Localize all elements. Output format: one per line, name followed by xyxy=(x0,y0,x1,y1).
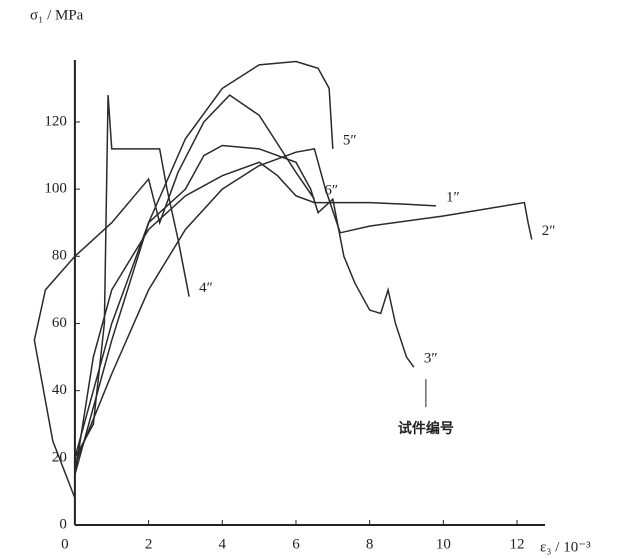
x-tick-label: 10 xyxy=(436,536,451,552)
series-label: 4″ xyxy=(199,280,213,296)
series-line xyxy=(74,147,533,465)
series-label: 6″ xyxy=(324,183,338,199)
annotation: 试件编号 xyxy=(398,420,454,437)
series-label: 5″ xyxy=(343,132,357,148)
y-tick-label: 40 xyxy=(52,382,67,398)
x-tick-label: 2 xyxy=(145,536,153,552)
y-tick-label: 0 xyxy=(59,516,67,532)
y-axis-label: σ₁ / MPa xyxy=(30,7,84,23)
x-tick-label: 8 xyxy=(366,536,374,552)
y-tick-label: 100 xyxy=(44,181,67,197)
x-axis-label: ε₃ / 10⁻³ xyxy=(540,539,591,555)
x-tick-label: 6 xyxy=(292,536,300,552)
y-tick-label: 60 xyxy=(52,315,67,331)
series-line xyxy=(74,161,437,475)
y-tick-label: 120 xyxy=(44,113,67,129)
series-label: 1″ xyxy=(446,189,460,205)
series-line xyxy=(74,95,190,459)
series-label: 2″ xyxy=(542,223,556,239)
x-tick-label: 0 xyxy=(61,536,69,552)
y-tick-label: 80 xyxy=(52,248,67,264)
series-line xyxy=(74,144,415,459)
series-label: 3″ xyxy=(424,351,438,367)
x-tick-label: 4 xyxy=(219,536,227,552)
series-line xyxy=(74,60,334,475)
x-tick-label: 12 xyxy=(510,536,525,552)
series-line xyxy=(33,94,316,499)
